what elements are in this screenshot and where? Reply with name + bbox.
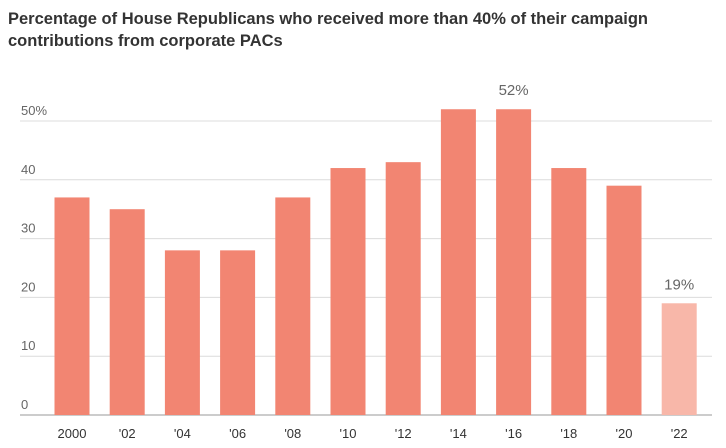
y-axis-labels: 0 10 20 30 40 50% bbox=[21, 103, 47, 412]
bar bbox=[606, 185, 642, 415]
bar bbox=[551, 168, 587, 415]
data-label: 52% bbox=[499, 82, 529, 99]
x-tick-label: '10 bbox=[340, 426, 357, 441]
x-tick-label: '22 bbox=[671, 426, 688, 441]
x-tick-label: '16 bbox=[505, 426, 522, 441]
x-tick-label: '14 bbox=[450, 426, 467, 441]
bar bbox=[220, 250, 256, 415]
bar bbox=[440, 109, 476, 416]
bar bbox=[496, 109, 532, 416]
x-tick-label: 2000 bbox=[58, 426, 87, 441]
x-tick-label: '12 bbox=[395, 426, 412, 441]
x-tick-label: '08 bbox=[284, 426, 301, 441]
x-tick-label: '18 bbox=[560, 426, 577, 441]
data-label: 19% bbox=[664, 276, 694, 293]
y-tick-label: 50% bbox=[21, 103, 47, 118]
bars bbox=[54, 109, 697, 416]
x-tick-label: '04 bbox=[174, 426, 191, 441]
y-tick-label: 30 bbox=[21, 221, 35, 236]
x-tick-label: '06 bbox=[229, 426, 246, 441]
bar bbox=[661, 303, 697, 415]
bar bbox=[54, 197, 90, 415]
data-labels: 52% 19% bbox=[499, 82, 695, 293]
y-tick-label: 20 bbox=[21, 279, 35, 294]
bar bbox=[330, 168, 366, 415]
bar bbox=[275, 197, 311, 415]
x-tick-label: '20 bbox=[616, 426, 633, 441]
bar bbox=[164, 250, 200, 415]
x-tick-label: '02 bbox=[119, 426, 136, 441]
y-tick-label: 0 bbox=[21, 397, 28, 412]
chart-title: Percentage of House Republicans who rece… bbox=[8, 10, 649, 50]
bar bbox=[385, 162, 421, 415]
x-axis-labels: 2000 '02 '04 '06 '08 '10 '12 '14 '16 '18 '20 '22 bbox=[58, 426, 688, 441]
y-tick-label: 40 bbox=[21, 162, 35, 177]
bar bbox=[109, 209, 145, 415]
y-tick-label: 10 bbox=[21, 338, 35, 353]
